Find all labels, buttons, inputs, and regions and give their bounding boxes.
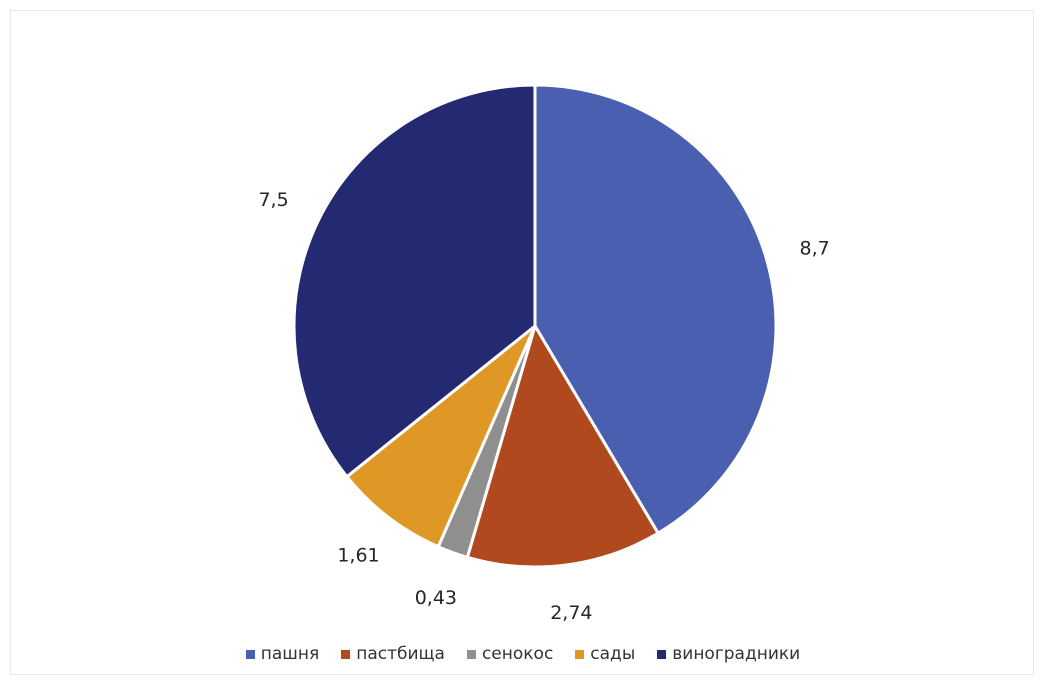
pie-slice-sady <box>345 324 537 549</box>
legend-swatch-pashnya <box>245 649 255 659</box>
legend-swatch-pastbishcha <box>341 649 351 659</box>
data-label-vinogradniki: 7,5 <box>258 189 288 211</box>
legend-item-senokos: сенокос <box>466 644 554 664</box>
legend-label-vinogradniki: виноградники <box>672 644 801 664</box>
data-label-sady: 1,61 <box>337 545 379 567</box>
pie-slices <box>292 83 778 569</box>
data-label-pastbishcha: 2,74 <box>550 602 592 624</box>
legend-label-pastbishcha: пастбища <box>356 644 445 664</box>
legend-swatch-vinogradniki <box>657 649 667 659</box>
pie-data-labels: 8,7 2,74 0,43 1,61 7,5 <box>258 189 829 624</box>
legend-item-vinogradniki: виноградники <box>657 644 800 664</box>
chart-legend: пашня пастбища сенокос сады виноградники <box>0 642 1046 666</box>
legend-item-pashnya: пашня <box>245 644 320 664</box>
legend-swatch-sady <box>575 649 585 659</box>
pie-slice-vinogradniki <box>292 83 537 479</box>
legend-item-pastbishcha: пастбища <box>341 644 445 664</box>
legend-item-sady: сады <box>575 644 635 664</box>
legend-swatch-senokos <box>466 649 476 659</box>
legend-label-senokos: сенокос <box>481 644 554 664</box>
data-label-senokos: 0,43 <box>415 587 457 609</box>
pie-slice-pashnya <box>533 83 778 535</box>
legend-label-pashnya: пашня <box>260 644 320 664</box>
data-label-pashnya: 8,7 <box>800 238 830 260</box>
legend-label-sady: сады <box>590 644 636 664</box>
pie-slice-pastbishcha <box>465 324 660 569</box>
